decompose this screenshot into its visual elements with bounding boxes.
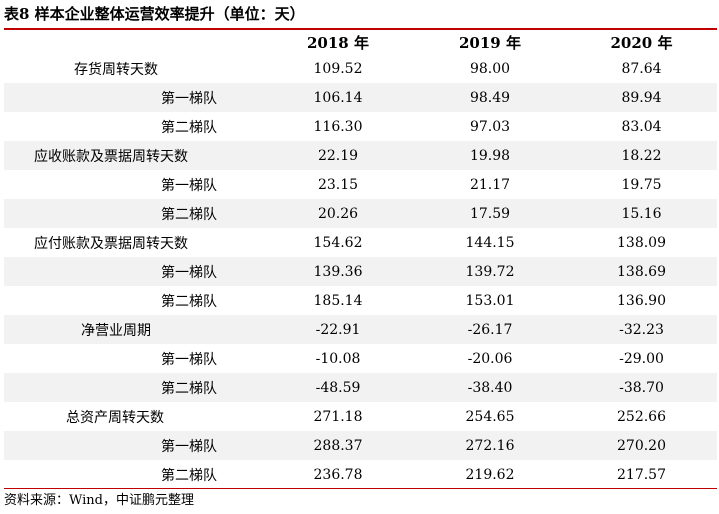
table-row: 第二梯队 236.78 219.62 217.57 xyxy=(4,460,717,489)
value-cell-2019: 153.01 xyxy=(465,292,515,309)
value-cell-2019: 98.00 xyxy=(469,60,511,77)
value-cell-2019: 254.65 xyxy=(465,408,515,425)
tier-label: 第二梯队 xyxy=(161,206,217,223)
metric-label: 净营业周期 xyxy=(81,322,151,339)
table-row: 存货周转天数 109.52 98.00 87.64 xyxy=(4,54,717,83)
bottom-divider xyxy=(4,488,717,489)
value-cell-2018: 22.19 xyxy=(317,147,359,164)
value-cell-2020: -29.00 xyxy=(619,350,664,367)
title-divider xyxy=(4,28,717,30)
value-cell-2018: 20.26 xyxy=(317,205,359,222)
value-cell-2020: -38.70 xyxy=(619,379,664,396)
value-cell-2019: -26.17 xyxy=(467,321,513,338)
table-row: 净营业周期 -22.91 -26.17 -32.23 xyxy=(4,315,717,344)
value-cell-2018: -22.91 xyxy=(315,321,361,338)
table-header-row: 2018 年 2019 年 2020 年 xyxy=(4,30,717,54)
table-row: 第二梯队 -48.59 -38.40 -38.70 xyxy=(4,373,717,402)
value-cell-2018: 23.15 xyxy=(317,176,359,193)
value-cell-2018: 109.52 xyxy=(313,60,363,77)
value-cell-2018: 236.78 xyxy=(313,466,363,483)
value-cell-2019: 97.03 xyxy=(469,118,511,135)
source-note: 资料来源：Wind，中证鹏元整理 xyxy=(4,493,194,508)
value-cell-2018: 154.62 xyxy=(313,234,363,251)
value-cell-2020: 217.57 xyxy=(617,466,666,483)
value-cell-2020: 138.69 xyxy=(617,263,666,280)
tier-label: 第二梯队 xyxy=(161,467,217,484)
value-cell-2020: 15.16 xyxy=(621,205,662,222)
table-row: 应收账款及票据周转天数 22.19 19.98 18.22 xyxy=(4,141,717,170)
value-cell-2019: 21.17 xyxy=(469,176,511,193)
tier-label: 第二梯队 xyxy=(161,380,217,397)
value-cell-2020: -32.23 xyxy=(619,321,664,338)
value-cell-2020: 252.66 xyxy=(617,408,666,425)
data-table: 2018 年 2019 年 2020 年 存货周转天数 109.52 98.00 87… xyxy=(4,30,717,489)
header-2019: 2019 年 xyxy=(459,33,521,52)
table-title: 表8 样本企业整体运营效率提升（单位：天） xyxy=(4,5,305,23)
value-cell-2019: 139.72 xyxy=(465,263,515,280)
metric-label: 总资产周转天数 xyxy=(66,409,164,426)
tier-label: 第一梯队 xyxy=(161,264,217,281)
value-cell-2018: 288.37 xyxy=(313,437,363,454)
metric-label: 应收账款及票据周转天数 xyxy=(34,148,188,165)
value-cell-2019: 98.49 xyxy=(469,89,511,106)
value-cell-2020: 19.75 xyxy=(621,176,662,193)
value-cell-2018: -48.59 xyxy=(315,379,361,396)
tier-label: 第一梯队 xyxy=(161,438,217,455)
value-cell-2018: 185.14 xyxy=(313,292,363,309)
value-cell-2018: 139.36 xyxy=(313,263,363,280)
header-2018: 2018 年 xyxy=(307,33,369,52)
value-cell-2020: 87.64 xyxy=(621,60,662,77)
table-row: 第一梯队 23.15 21.17 19.75 xyxy=(4,170,717,199)
value-cell-2018: -10.08 xyxy=(315,350,361,367)
value-cell-2019: 272.16 xyxy=(465,437,515,454)
value-cell-2018: 106.14 xyxy=(313,89,363,106)
value-cell-2020: 138.09 xyxy=(617,234,666,251)
table-body: 存货周转天数 109.52 98.00 87.64 第一梯队 106.14 98.49 89.… xyxy=(4,54,717,489)
table-row: 第二梯队 185.14 153.01 136.90 xyxy=(4,286,717,315)
tier-label: 第一梯队 xyxy=(161,351,217,368)
value-cell-2019: 17.59 xyxy=(469,205,511,222)
value-cell-2020: 18.22 xyxy=(621,147,662,164)
value-cell-2020: 270.20 xyxy=(617,437,666,454)
table-row: 应付账款及票据周转天数 154.62 144.15 138.09 xyxy=(4,228,717,257)
table-row: 第一梯队 106.14 98.49 89.94 xyxy=(4,83,717,112)
table-row: 第一梯队 288.37 272.16 270.20 xyxy=(4,431,717,460)
table-row: 第二梯队 116.30 97.03 83.04 xyxy=(4,112,717,141)
tier-label: 第二梯队 xyxy=(161,119,217,136)
value-cell-2018: 271.18 xyxy=(313,408,363,425)
metric-label: 应付账款及票据周转天数 xyxy=(34,235,188,252)
tier-label: 第一梯队 xyxy=(161,177,217,194)
table-row: 第一梯队 -10.08 -20.06 -29.00 xyxy=(4,344,717,373)
table-row: 总资产周转天数 271.18 254.65 252.66 xyxy=(4,402,717,431)
tier-label: 第二梯队 xyxy=(161,293,217,310)
header-label-cell xyxy=(4,30,262,54)
metric-label: 存货周转天数 xyxy=(74,61,158,78)
value-cell-2019: 219.62 xyxy=(465,466,515,483)
table-row: 第一梯队 139.36 139.72 138.69 xyxy=(4,257,717,286)
value-cell-2018: 116.30 xyxy=(313,118,363,135)
value-cell-2019: 144.15 xyxy=(465,234,515,251)
value-cell-2020: 136.90 xyxy=(617,292,666,309)
value-cell-2020: 89.94 xyxy=(621,89,662,106)
value-cell-2019: 19.98 xyxy=(469,147,511,164)
value-cell-2020: 83.04 xyxy=(621,118,662,135)
value-cell-2019: -38.40 xyxy=(467,379,513,396)
value-cell-2019: -20.06 xyxy=(467,350,513,367)
header-2020: 2020 年 xyxy=(610,33,673,52)
tier-label: 第一梯队 xyxy=(161,90,217,107)
table-row: 第二梯队 20.26 17.59 15.16 xyxy=(4,199,717,228)
